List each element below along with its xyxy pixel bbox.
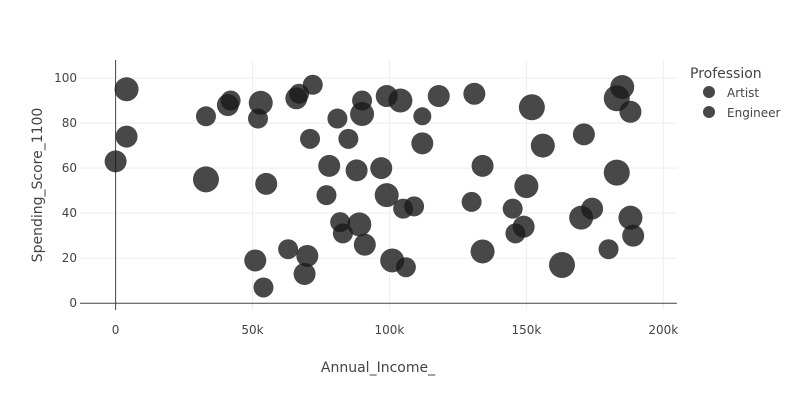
data-point-artist[interactable] [248, 90, 273, 115]
y-tick-label: 20 [62, 251, 77, 265]
data-point-engineer[interactable] [530, 133, 555, 158]
data-point-artist[interactable] [192, 166, 219, 193]
data-point-artist[interactable] [327, 108, 348, 129]
data-point-artist[interactable] [253, 277, 274, 298]
data-point-artist[interactable] [114, 77, 139, 102]
data-point-engineer[interactable] [404, 196, 425, 217]
data-point-artist[interactable] [318, 154, 341, 177]
y-tick-label: 0 [69, 296, 77, 310]
data-point-artist[interactable] [278, 239, 299, 260]
x-tick-label: 150k [511, 323, 541, 337]
data-point-engineer[interactable] [395, 257, 416, 278]
data-point-artist[interactable] [350, 102, 375, 127]
data-point-engineer[interactable] [603, 159, 630, 186]
y-tick-label: 60 [62, 161, 77, 175]
data-point-engineer[interactable] [618, 205, 643, 230]
legend-marker-engineer[interactable] [703, 106, 715, 118]
data-point-engineer[interactable] [548, 251, 575, 278]
data-point-engineer[interactable] [572, 123, 595, 146]
data-points[interactable] [104, 74, 645, 298]
data-point-engineer[interactable] [388, 88, 413, 113]
data-point-artist[interactable] [370, 157, 393, 180]
data-point-engineer[interactable] [461, 191, 482, 212]
data-point-engineer[interactable] [610, 75, 635, 100]
data-point-artist[interactable] [316, 185, 337, 206]
data-point-artist[interactable] [302, 74, 323, 95]
data-point-artist[interactable] [244, 249, 267, 272]
data-point-artist[interactable] [300, 128, 321, 149]
y-tick-label: 80 [62, 116, 77, 130]
data-point-artist[interactable] [296, 244, 319, 267]
legend-marker-artist[interactable] [703, 86, 715, 98]
data-point-artist[interactable] [338, 128, 359, 149]
data-point-engineer[interactable] [619, 100, 642, 123]
legend-label-artist[interactable]: Artist [727, 86, 759, 100]
data-point-engineer[interactable] [463, 82, 486, 105]
y-axis-label: Spending_Score_1100 [30, 108, 46, 263]
data-point-artist[interactable] [353, 233, 376, 256]
data-point-engineer[interactable] [470, 239, 495, 264]
x-tick-label: 50k [241, 323, 263, 337]
x-tick-label: 200k [648, 323, 678, 337]
data-point-artist[interactable] [220, 90, 241, 111]
x-axis-label: Annual_Income_ [321, 360, 436, 376]
tick-labels: 0 20 40 60 80 100 0 50k 100k 150k 200k [54, 71, 678, 337]
data-point-artist[interactable] [345, 159, 368, 182]
data-point-engineer[interactable] [411, 132, 434, 155]
y-tick-label: 100 [54, 71, 77, 85]
y-tick-label: 40 [62, 206, 77, 220]
data-point-artist[interactable] [255, 172, 278, 195]
legend-label-engineer[interactable]: Engineer [727, 106, 781, 120]
data-point-engineer[interactable] [514, 174, 539, 199]
data-point-engineer[interactable] [471, 154, 494, 177]
x-tick-label: 100k [375, 323, 405, 337]
data-point-engineer[interactable] [427, 85, 450, 108]
data-point-artist[interactable] [115, 125, 138, 148]
legend: Profession Artist Engineer [690, 66, 781, 120]
data-point-artist[interactable] [195, 106, 216, 127]
data-point-artist[interactable] [347, 212, 372, 237]
data-point-artist[interactable] [293, 262, 316, 285]
data-point-engineer[interactable] [518, 94, 545, 121]
data-point-engineer[interactable] [512, 215, 535, 238]
x-tick-label: 0 [112, 323, 120, 337]
data-point-artist[interactable] [332, 223, 353, 244]
data-point-engineer[interactable] [581, 197, 604, 220]
legend-title: Profession [690, 66, 762, 82]
axes [80, 60, 677, 310]
data-point-engineer[interactable] [598, 239, 619, 260]
data-point-artist[interactable] [104, 150, 127, 173]
data-point-artist[interactable] [374, 183, 399, 208]
data-point-engineer[interactable] [413, 107, 432, 126]
data-point-engineer[interactable] [622, 224, 645, 247]
data-point-engineer[interactable] [502, 198, 523, 219]
